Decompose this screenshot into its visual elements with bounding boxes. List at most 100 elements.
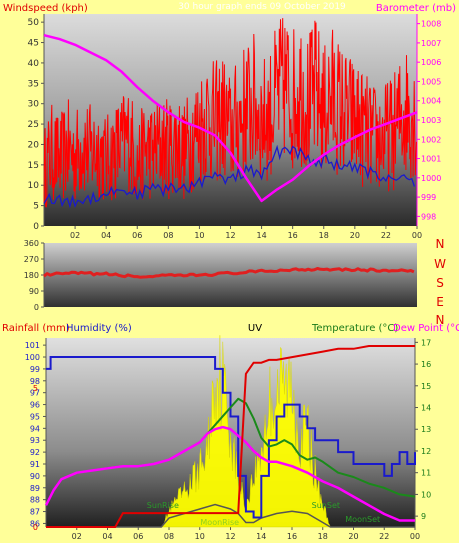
conditions-x-tick-label: 10	[195, 532, 205, 541]
conditions-x-tick-label: 22	[379, 532, 389, 541]
humidity-y-tick-label: 101	[25, 341, 40, 350]
temperature-y-tick-label: 14	[421, 404, 431, 413]
wind-x-tick-label: 06	[132, 231, 142, 240]
baro-y-tick-label: 1005	[421, 77, 441, 86]
humidity-y-tick-label: 92	[30, 448, 40, 457]
compass-label: N	[436, 313, 445, 327]
wind-y-tick-label: 0	[33, 222, 39, 232]
conditions-x-tick-label: 20	[348, 532, 358, 541]
wind-y-tick-label: 35	[28, 79, 39, 89]
humidity-y-tick-label: 91	[30, 460, 40, 469]
wind-y-axis-label: Windspeed (kph)	[3, 3, 88, 14]
baro-y-tick-label: 998	[421, 212, 436, 221]
compass-label: N	[436, 237, 445, 251]
wind-x-tick-label: 20	[350, 231, 360, 240]
rain-y-axis-label: Rainfall (mm)	[2, 323, 70, 334]
temperature-y-tick-label: 17	[421, 338, 431, 347]
conditions-x-tick-label: 06	[133, 532, 143, 541]
compass-label: E	[436, 295, 444, 309]
wind-direction-line	[43, 267, 415, 279]
wind-x-tick-label: 08	[163, 231, 173, 240]
rain-y-tick-label: 5	[33, 384, 38, 393]
rain-y-tick-label: 0	[33, 523, 38, 532]
humidity-y-axis-label: Humidity (%)	[66, 323, 132, 334]
humidity-y-tick-label: 90	[30, 472, 40, 481]
baro-y-tick-label: 1002	[421, 135, 441, 144]
direction-y-tick-label: 90	[29, 287, 39, 296]
baro-y-tick-label: 1003	[421, 116, 441, 125]
wind-x-tick-label: 18	[319, 231, 329, 240]
humidity-y-tick-label: 86	[30, 519, 40, 528]
conditions-x-tick-label: 08	[164, 532, 174, 541]
baro-y-tick-label: 1006	[421, 58, 441, 67]
sun-moon-annotation: SunRise	[147, 501, 179, 510]
wind-y-tick-label: 10	[28, 181, 40, 191]
wind-chart-title: 30 hour graph ends 09 October 2019	[178, 2, 346, 12]
sun-moon-annotation: SunSet	[312, 501, 340, 510]
wind-y-tick-label: 5	[33, 202, 39, 212]
conditions-x-tick-label: 14	[256, 532, 266, 541]
baro-y-tick-label: 1004	[421, 97, 441, 106]
wind-y-tick-label: 20	[28, 140, 40, 150]
wind-x-tick-label: 04	[101, 231, 111, 240]
wind-y-tick-label: 30	[28, 100, 40, 110]
temperature-y-tick-label: 11	[421, 469, 431, 478]
direction-y-tick-label: 180	[24, 271, 39, 280]
direction-y-tick-label: 360	[24, 239, 39, 248]
dewpoint-y-axis-label: Dew Point (°C)	[393, 323, 459, 334]
temperature-y-tick-label: 9	[421, 512, 426, 521]
temperature-y-tick-label: 13	[421, 425, 431, 434]
conditions-x-tick-label: 18	[318, 532, 328, 541]
baro-y-axis-label: Barometer (mb)	[376, 3, 456, 14]
humidity-line	[46, 356, 416, 519]
wind-x-tick-label: 00	[412, 231, 422, 240]
humidity-y-tick-label: 95	[30, 412, 40, 421]
baro-y-tick-label: 1000	[421, 174, 441, 183]
baro-y-tick-label: 1007	[421, 39, 441, 48]
wind-y-tick-label: 40	[28, 59, 40, 69]
direction-plot-area	[44, 243, 417, 307]
temperature-y-tick-label: 10	[421, 490, 431, 499]
wind-x-tick-label: 12	[225, 231, 235, 240]
humidity-y-tick-label: 93	[30, 436, 40, 445]
humidity-y-tick-label: 97	[30, 389, 40, 398]
sun-moon-annotation: MoonSet	[345, 515, 380, 524]
compass-label: S	[436, 276, 444, 290]
wind-x-tick-label: 22	[381, 231, 391, 240]
wind-y-tick-label: 25	[28, 120, 39, 130]
barometer-line	[43, 33, 418, 203]
wind-average-line	[43, 144, 416, 209]
uv-label: UV	[248, 323, 262, 334]
humidity-y-tick-label: 89	[30, 484, 40, 493]
humidity-y-tick-label: 87	[30, 508, 40, 517]
windspeed-line	[43, 18, 417, 208]
conditions-x-tick-label: 16	[287, 532, 297, 541]
humidity-y-tick-label: 99	[30, 365, 40, 374]
humidity-y-tick-label: 98	[30, 377, 40, 386]
baro-y-tick-label: 1008	[421, 20, 441, 29]
humidity-y-tick-label: 88	[30, 496, 40, 505]
conditions-x-tick-label: 02	[72, 532, 82, 541]
direction-y-tick-label: 270	[24, 255, 39, 264]
conditions-x-tick-label: 04	[102, 532, 112, 541]
wind-x-tick-label: 14	[256, 231, 266, 240]
humidity-y-tick-label: 96	[30, 401, 40, 410]
direction-y-tick-label: 0	[34, 303, 39, 312]
humidity-y-tick-label: 100	[25, 353, 40, 362]
conditions-x-tick-label: 00	[410, 532, 420, 541]
compass-label: W	[434, 257, 446, 271]
wind-x-tick-label: 02	[70, 231, 80, 240]
temperature-y-tick-label: 15	[421, 382, 431, 391]
wind-y-tick-label: 15	[28, 161, 39, 171]
conditions-x-tick-label: 12	[225, 532, 235, 541]
baro-y-tick-label: 1001	[421, 155, 441, 164]
solar-line	[46, 503, 415, 528]
temperature-y-tick-label: 12	[421, 447, 431, 456]
humidity-y-tick-label: 94	[30, 424, 40, 433]
wind-x-tick-label: 16	[288, 231, 298, 240]
rainfall-line	[46, 345, 415, 528]
dewpoint-line	[44, 425, 415, 522]
temperature-y-axis-label: Temperature (°C)	[311, 323, 398, 334]
